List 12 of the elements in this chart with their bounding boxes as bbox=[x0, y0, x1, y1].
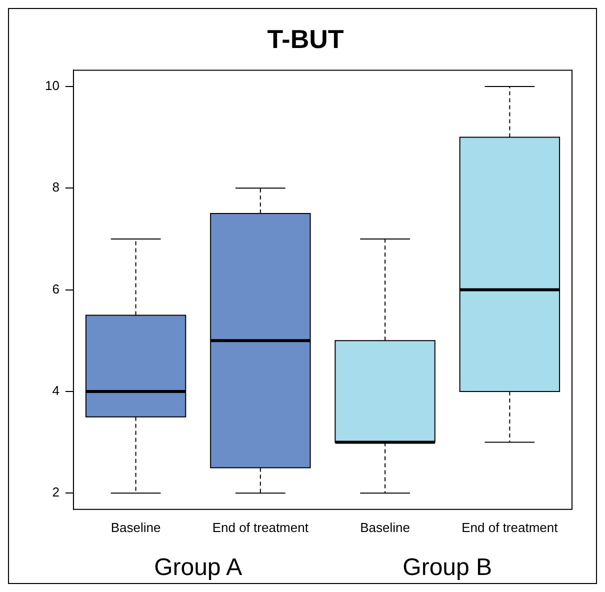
chart-title: T-BUT bbox=[267, 24, 344, 54]
y-tick-label: 8 bbox=[52, 180, 60, 195]
x-tick-label: Baseline bbox=[110, 520, 161, 535]
y-tick-label: 6 bbox=[52, 281, 60, 296]
x-tick-label: End of treatment bbox=[462, 520, 558, 535]
y-tick-label: 10 bbox=[44, 78, 60, 94]
y-tick-label: 2 bbox=[52, 484, 60, 500]
x-tick-label: Baseline bbox=[360, 520, 410, 535]
y-tick-label: 4 bbox=[52, 383, 60, 398]
x-tick-label: End of treatment bbox=[212, 520, 309, 535]
text: Group A bbox=[154, 554, 242, 581]
text: Group B bbox=[402, 554, 492, 581]
